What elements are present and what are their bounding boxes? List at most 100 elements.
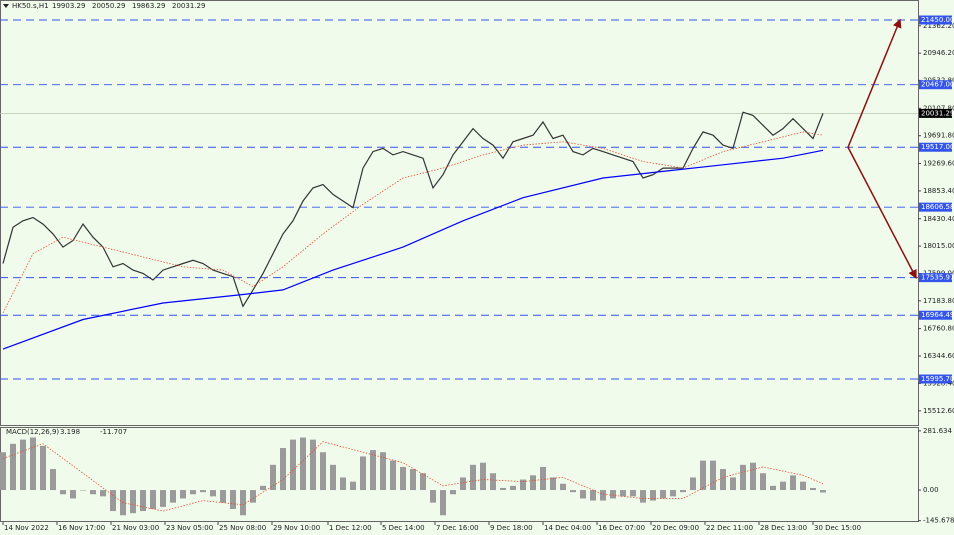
macd-bar <box>580 490 586 499</box>
macd-bar <box>570 490 576 493</box>
last-price-box <box>919 108 952 118</box>
macd-bar <box>750 462 756 491</box>
macd-frame <box>0 427 919 522</box>
macd-bar <box>200 490 206 493</box>
macd-bar <box>450 490 456 495</box>
macd-bar <box>810 487 816 491</box>
x-tick-label: 30 Dec 15:00 <box>814 524 861 532</box>
header-value: 19903.29 <box>52 2 85 10</box>
y-tick-label: -145.678 <box>923 517 954 525</box>
macd-bar <box>800 481 806 491</box>
level-label: 18606.58 <box>921 203 954 211</box>
macd-bar <box>340 477 346 491</box>
x-tick-label: 14 Nov 2022 <box>4 524 49 532</box>
macd-bar <box>400 466 406 491</box>
x-tick-label: 20 Dec 09:00 <box>652 524 699 532</box>
macd-bar <box>500 487 506 491</box>
macd-bar <box>490 473 496 491</box>
macd-bar <box>410 469 416 491</box>
macd-bar <box>310 439 316 491</box>
level-label-box <box>919 80 952 90</box>
macd-bar <box>540 466 546 491</box>
y-tick-label: 16760.80 <box>923 325 954 333</box>
macd-bar <box>630 490 636 497</box>
macd-bar <box>0 452 6 491</box>
macd-bar <box>190 490 196 495</box>
projection-arrow <box>847 18 902 148</box>
macd-bar <box>100 490 106 497</box>
macd-bar <box>710 460 716 491</box>
macd-bar <box>650 490 656 501</box>
macd-bar <box>600 490 606 501</box>
macd-bar <box>560 483 566 491</box>
macd-bar <box>460 477 466 491</box>
macd-bar <box>130 490 136 514</box>
macd-bar <box>700 460 706 491</box>
macd-bar <box>280 448 286 491</box>
y-tick-label: 19691.80 <box>923 132 954 140</box>
menu-icon <box>3 4 9 8</box>
moving-average <box>2 131 824 314</box>
moving-average <box>2 149 824 350</box>
y-tick-label: 18015.00 <box>923 242 954 250</box>
macd-bar <box>480 462 486 491</box>
macd-bar <box>50 469 56 491</box>
macd-bar <box>680 490 686 493</box>
macd-bar <box>110 490 116 512</box>
macd-bar <box>160 490 166 507</box>
x-tick-label: 16 Nov 17:00 <box>58 524 105 532</box>
y-tick-label: 18853.40 <box>923 187 954 195</box>
macd-bar <box>10 443 16 491</box>
macd-bar <box>510 485 516 491</box>
y-tick-label: 19269.60 <box>923 160 954 168</box>
x-tick-label: 23 Nov 05:00 <box>166 524 213 532</box>
macd-bar <box>80 490 86 491</box>
macd-bar <box>820 490 826 493</box>
header-value: -11.707 <box>100 428 127 436</box>
macd-bar <box>520 479 526 491</box>
macd-bar <box>610 490 616 499</box>
macd-bar <box>260 485 266 491</box>
x-tick-label: 25 Nov 08:00 <box>219 524 266 532</box>
level-label-box <box>919 142 952 152</box>
macd-bar <box>730 477 736 491</box>
header-value: 3.198 <box>60 428 80 436</box>
y-tick-label: 0.00 <box>923 486 939 494</box>
macd-bar <box>140 490 146 512</box>
x-tick-label: 5 Dec 14:00 <box>382 524 425 532</box>
macd-bar <box>590 490 596 501</box>
macd-bar <box>420 473 426 491</box>
x-tick-label: 29 Nov 10:00 <box>273 524 320 532</box>
y-tick-label: 21362.20 <box>923 22 954 30</box>
macd-bar <box>690 477 696 491</box>
level-label-box <box>919 15 952 25</box>
macd-bar <box>780 481 786 491</box>
macd-bar <box>390 460 396 491</box>
x-tick-label: 9 Dec 18:00 <box>490 524 533 532</box>
macd-bar <box>740 464 746 491</box>
macd-bar <box>60 490 66 495</box>
macd-bar <box>250 490 256 503</box>
level-label-box <box>919 310 952 320</box>
macd-bar <box>430 490 436 503</box>
macd-bar <box>230 490 236 509</box>
y-tick-label: 18430.40 <box>923 215 954 223</box>
macd-bar <box>220 490 226 503</box>
level-label: 19517.00 <box>921 143 954 151</box>
y-tick-label: 20107.80 <box>923 104 954 112</box>
signal-line <box>2 441 824 512</box>
header-value: 20050.29 <box>92 2 125 10</box>
macd-bar <box>70 490 76 499</box>
y-tick-label: 20946.20 <box>923 49 954 57</box>
macd-bar <box>790 475 796 491</box>
symbol: HK50.s,H1 <box>12 2 49 10</box>
macd-bar <box>620 490 626 497</box>
macd-bar <box>180 490 186 499</box>
last-price-label: 20031.29 <box>921 109 954 117</box>
macd-bar <box>300 437 306 491</box>
level-label: 20467.00 <box>921 81 954 89</box>
x-tick-label: 21 Nov 03:00 <box>112 524 159 532</box>
header-value: 19863.29 <box>132 2 165 10</box>
level-label-box <box>919 273 952 283</box>
